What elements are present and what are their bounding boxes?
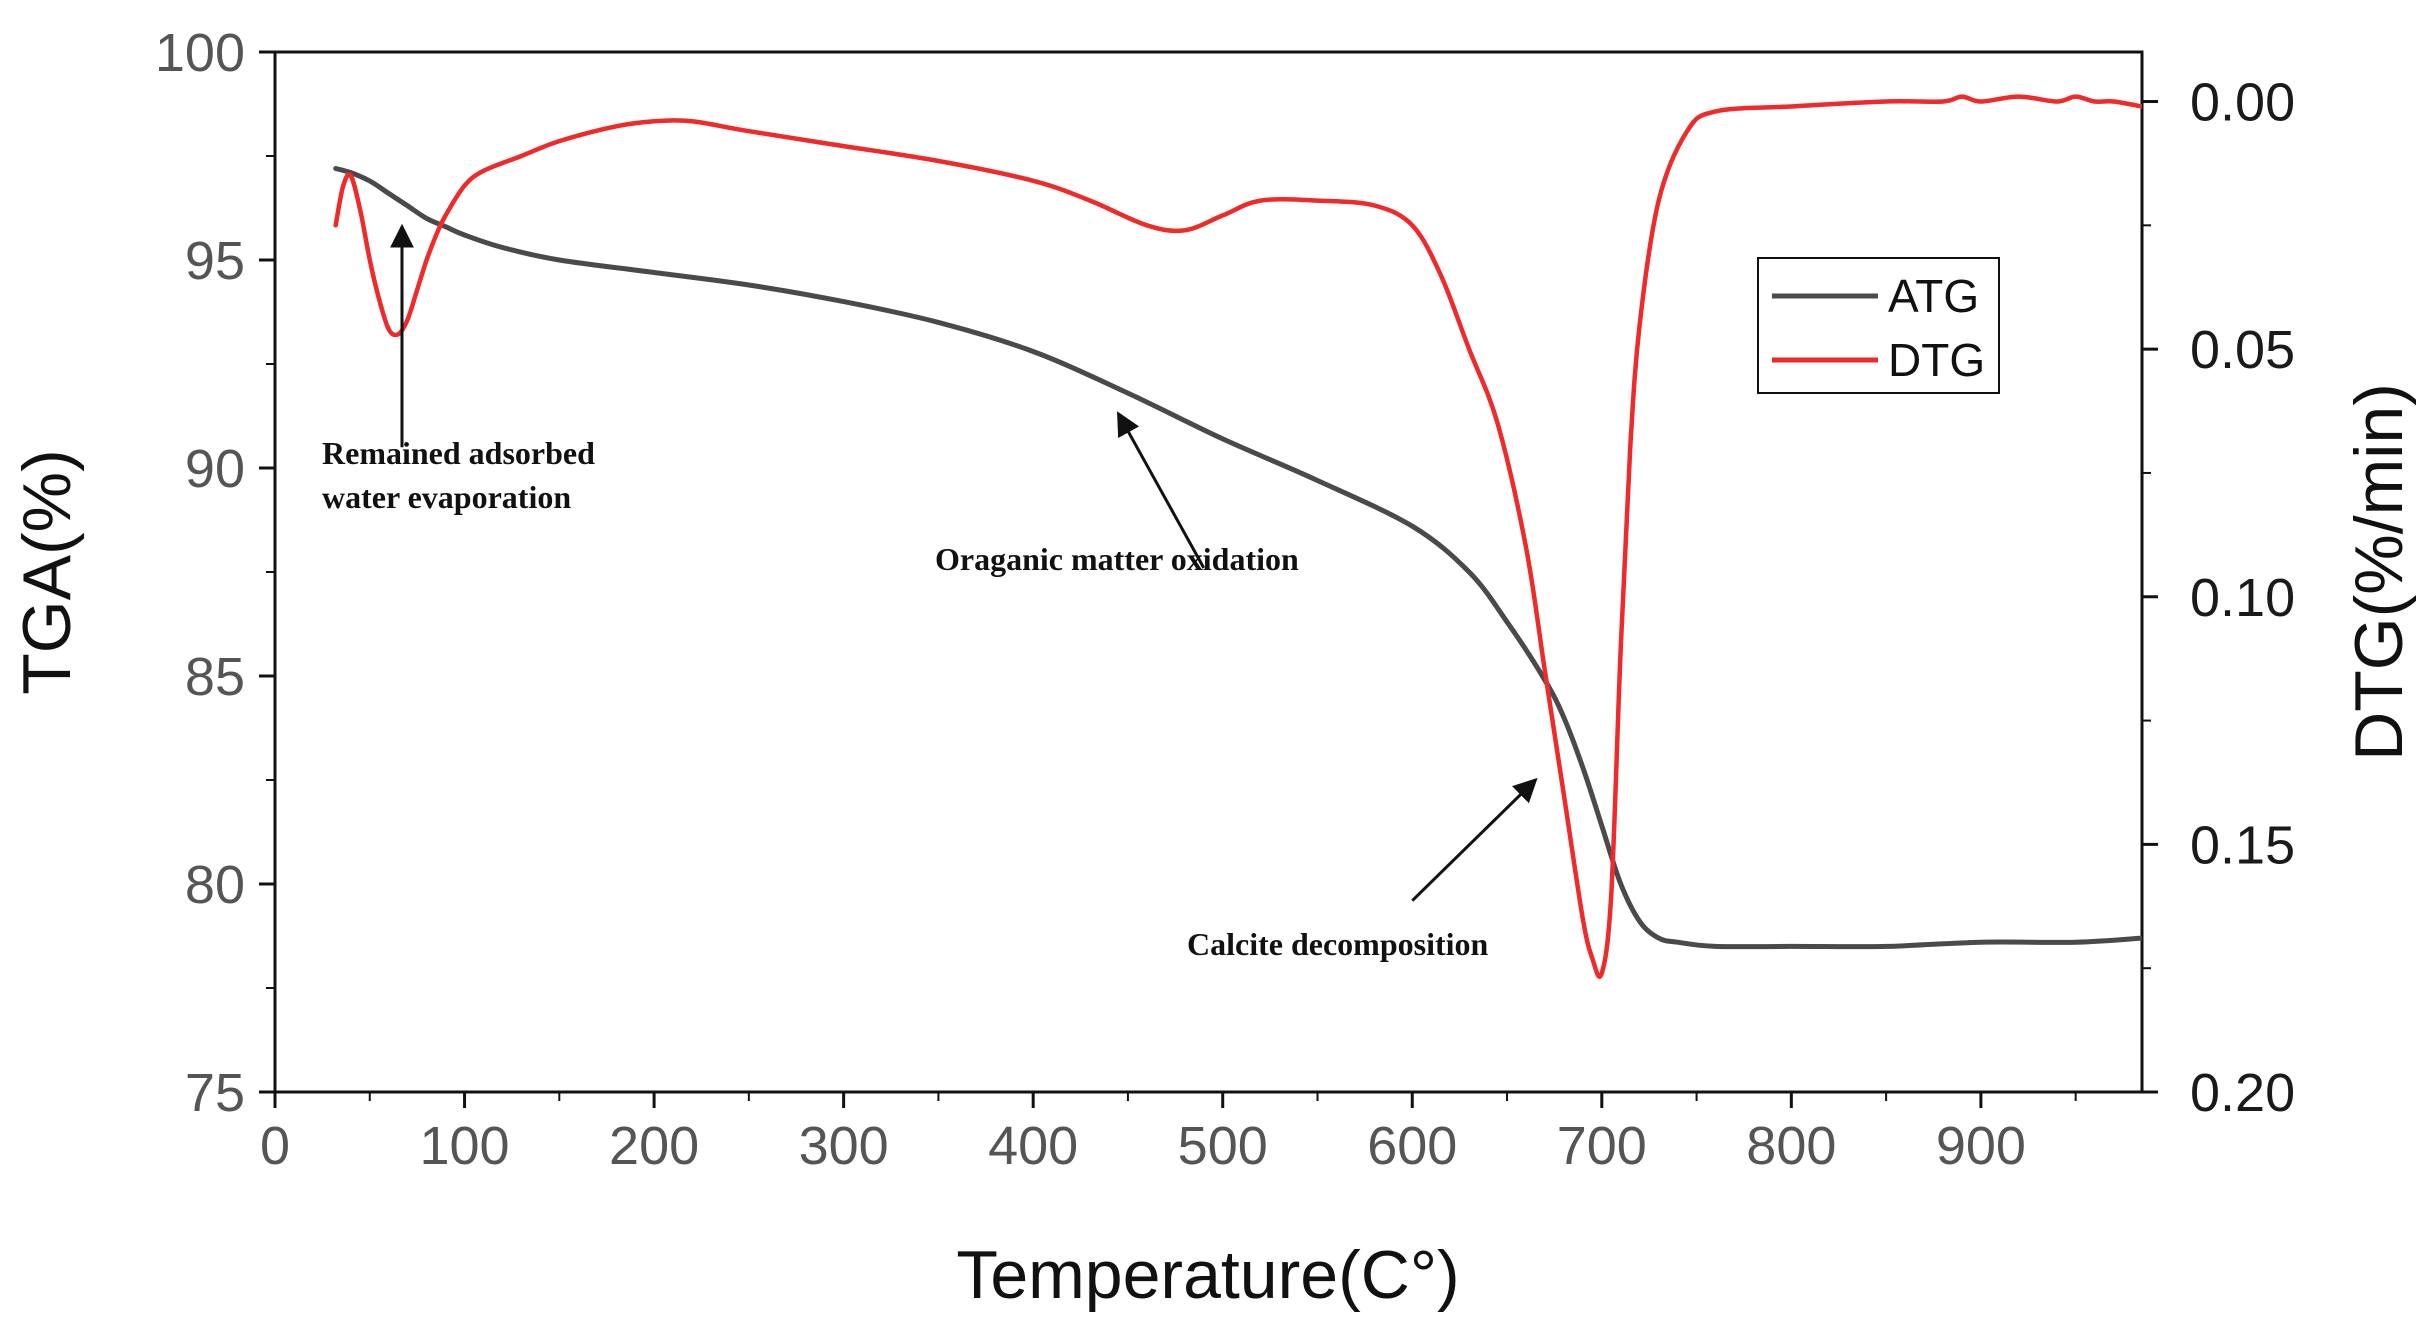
axis-ticks: 0 100 200 300 400 500 600 700 800 900 75 80 85 90 95 10… — [155, 23, 2295, 1176]
y-right-tick-label: 0.05 — [2190, 320, 2295, 380]
legend-dtg-label: DTG — [1888, 334, 1985, 386]
atg-series-line — [333, 166, 2142, 950]
legend: ATG DTG — [1757, 257, 2000, 394]
y-left-tick-label: 85 — [185, 647, 245, 707]
y-right-tick-label: 0.15 — [2190, 815, 2295, 875]
x-tick-label: 100 — [419, 1116, 509, 1176]
annotation-organic: Oraganic matter oxidation — [935, 541, 1299, 577]
x-tick-label: 200 — [609, 1116, 699, 1176]
y-left-tick-label: 95 — [185, 231, 245, 291]
annotation-water-line-1: Remained adsorbed — [322, 435, 595, 471]
y-left-tick-label: 100 — [155, 23, 245, 83]
y-left-tick-label: 80 — [185, 855, 245, 915]
x-tick-label: 600 — [1367, 1116, 1457, 1176]
legend-box — [1757, 257, 2000, 394]
arrow-organic — [1117, 411, 1206, 569]
dtg-series-line — [333, 94, 2142, 979]
annotations: Remained adsorbed water evaporation Orag… — [322, 223, 1538, 962]
x-axis-title: Temperature(C°) — [956, 1237, 1459, 1313]
x-tick-label: 300 — [799, 1116, 889, 1176]
y-right-tick-label: 0.10 — [2190, 568, 2295, 628]
y-left-tick-label: 90 — [185, 439, 245, 499]
y-right-axis-title: DTG(%/min) — [2341, 383, 2417, 761]
y-right-tick-label: 0.20 — [2190, 1063, 2295, 1123]
annotation-calcite: Calcite decomposition — [1187, 926, 1489, 962]
annotation-water-line-2: water evaporation — [322, 479, 571, 515]
x-tick-label: 800 — [1746, 1116, 1836, 1176]
x-tick-label: 700 — [1557, 1116, 1647, 1176]
series-layer — [333, 94, 2142, 979]
legend-atg-label: ATG — [1888, 270, 1979, 322]
x-tick-label: 400 — [988, 1116, 1078, 1176]
x-tick-label: 500 — [1178, 1116, 1268, 1176]
arrow-calcite — [1411, 777, 1538, 902]
y-left-axis-title: TGA(%) — [9, 449, 85, 695]
y-right-tick-label: 0.00 — [2190, 73, 2295, 133]
x-tick-label: 900 — [1936, 1116, 2026, 1176]
x-tick-label: 0 — [260, 1116, 290, 1176]
y-left-tick-label: 75 — [185, 1063, 245, 1123]
